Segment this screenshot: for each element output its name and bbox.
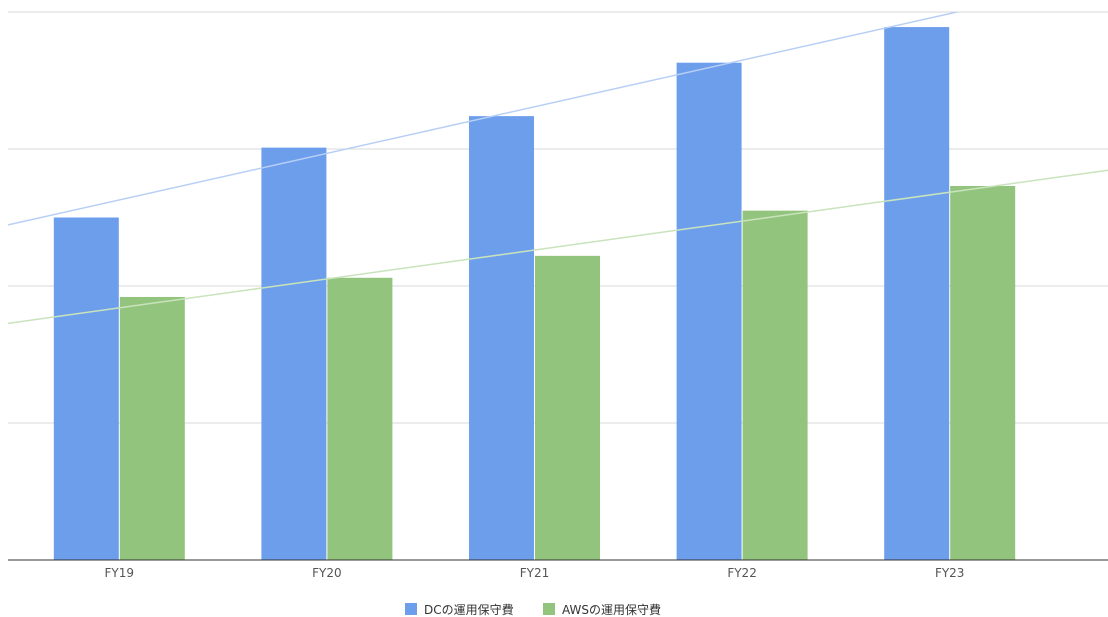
trendline-series1 [8, 12, 961, 226]
legend-label: AWSの運用保守費 [562, 602, 661, 617]
x-tick-label: FY20 [312, 566, 342, 580]
bars [53, 27, 1016, 561]
bar-series2-fy20 [327, 277, 393, 560]
bar-series1-fy21 [469, 116, 534, 561]
x-tick-label: FY21 [520, 566, 550, 580]
bar-series2-fy21 [535, 255, 600, 561]
legend-swatch [543, 603, 555, 615]
legend-label: DCの運用保守費 [424, 602, 514, 617]
bar-series2-fy19 [119, 296, 185, 560]
bar-series2-fy22 [742, 210, 808, 560]
x-tick-label: FY22 [727, 566, 757, 580]
bar-series2-fy23 [950, 185, 1016, 561]
legend-item-series2: AWSの運用保守費 [543, 602, 661, 617]
x-axis-ticks: FY19 FY20 FY21 FY22 FY23 [105, 566, 965, 580]
trendlines [8, 12, 1108, 325]
trendline-series2 [8, 169, 1108, 325]
bar-series1-fy22 [676, 62, 742, 560]
legend-swatch [405, 603, 417, 615]
x-tick-label: FY19 [105, 566, 135, 580]
legend-item-series1: DCの運用保守費 [405, 602, 514, 617]
bar-series1-fy20 [261, 147, 327, 560]
x-tick-label: FY23 [935, 566, 965, 580]
legend: DCの運用保守費 AWSの運用保守費 [405, 602, 661, 617]
bar-series1-fy19 [53, 217, 119, 560]
bar-series1-fy23 [884, 27, 950, 560]
